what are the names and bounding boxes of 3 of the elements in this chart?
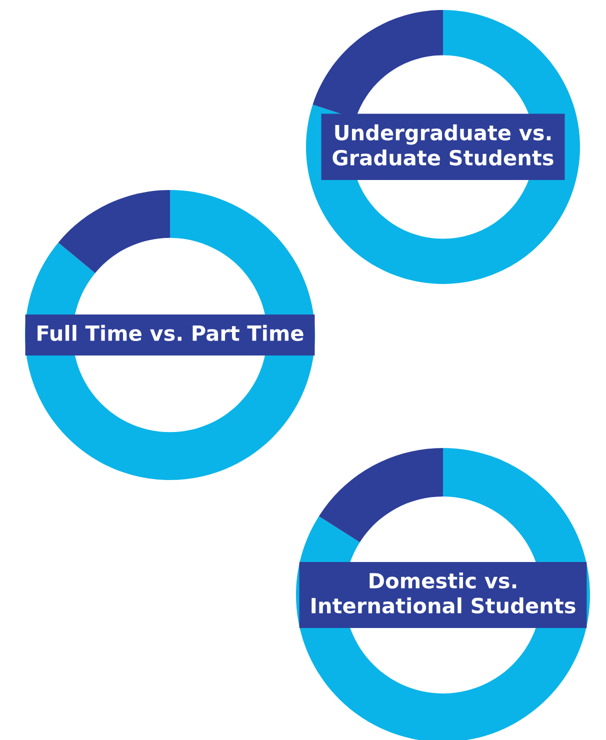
text: Undergraduate vs. Graduate Students bbox=[332, 124, 554, 166]
text: Full Time vs. Part Time bbox=[38, 324, 304, 342]
text: Domestic vs. International Students bbox=[312, 572, 576, 614]
